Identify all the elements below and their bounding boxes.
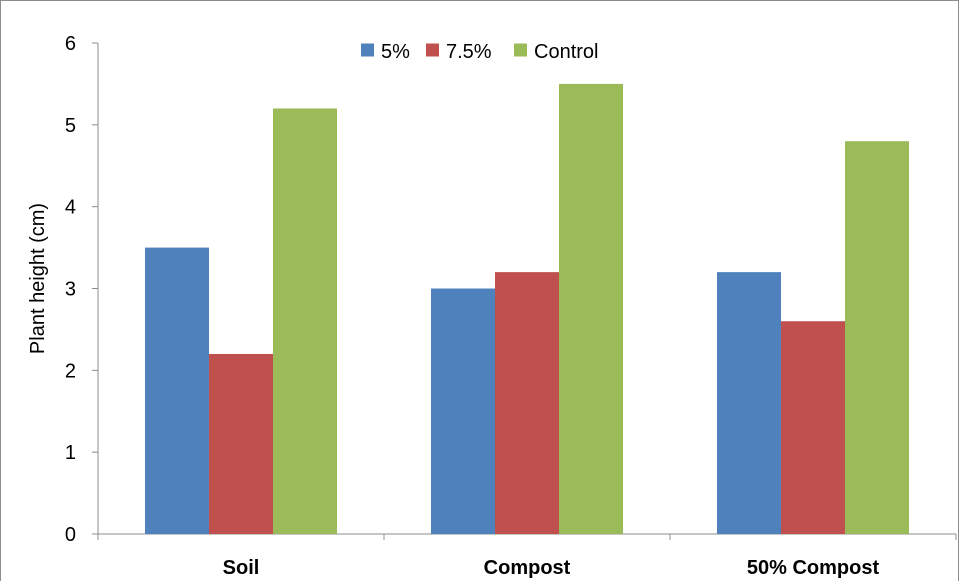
legend-label: 7.5% bbox=[446, 41, 492, 63]
y-tick-label: 0 bbox=[65, 524, 76, 546]
legend-swatch bbox=[514, 43, 527, 57]
y-axis-ticks: 0 1 2 3 4 5 6 bbox=[65, 33, 98, 546]
legend-swatch bbox=[426, 43, 439, 57]
bar-75-soil bbox=[209, 353, 273, 534]
legend-label: 5% bbox=[381, 41, 410, 63]
bars bbox=[145, 83, 909, 535]
x-axis-ticks: Soil Compost 50% Compost bbox=[97, 534, 957, 579]
y-tick-label: 5 bbox=[65, 115, 76, 137]
legend-label: Control bbox=[534, 41, 598, 63]
x-category-label: Soil bbox=[223, 557, 260, 579]
bar-5-compost bbox=[431, 288, 495, 534]
y-tick-label: 3 bbox=[65, 279, 76, 301]
bar-75-compost bbox=[495, 272, 559, 534]
bar-control-soil bbox=[273, 108, 337, 534]
x-category-label: Compost bbox=[484, 557, 571, 579]
x-category-label: 50% Compost bbox=[747, 557, 880, 579]
legend-swatch bbox=[361, 43, 374, 57]
y-tick-label: 6 bbox=[65, 33, 76, 55]
bar-75-50-compost bbox=[781, 321, 845, 534]
y-axis-title-group: Plant height (cm) bbox=[27, 203, 49, 354]
bar-control-compost bbox=[559, 83, 623, 535]
y-axis-title: Plant height (cm) bbox=[27, 203, 49, 354]
y-tick-label: 2 bbox=[65, 360, 76, 382]
bar-5-50-compost bbox=[717, 272, 781, 534]
bar-5-soil bbox=[145, 247, 209, 535]
y-tick-label: 4 bbox=[65, 197, 76, 219]
y-tick-label: 1 bbox=[65, 442, 76, 464]
bar-control-50-compost bbox=[845, 141, 909, 534]
legend: 5% 7.5% Control bbox=[361, 41, 598, 63]
